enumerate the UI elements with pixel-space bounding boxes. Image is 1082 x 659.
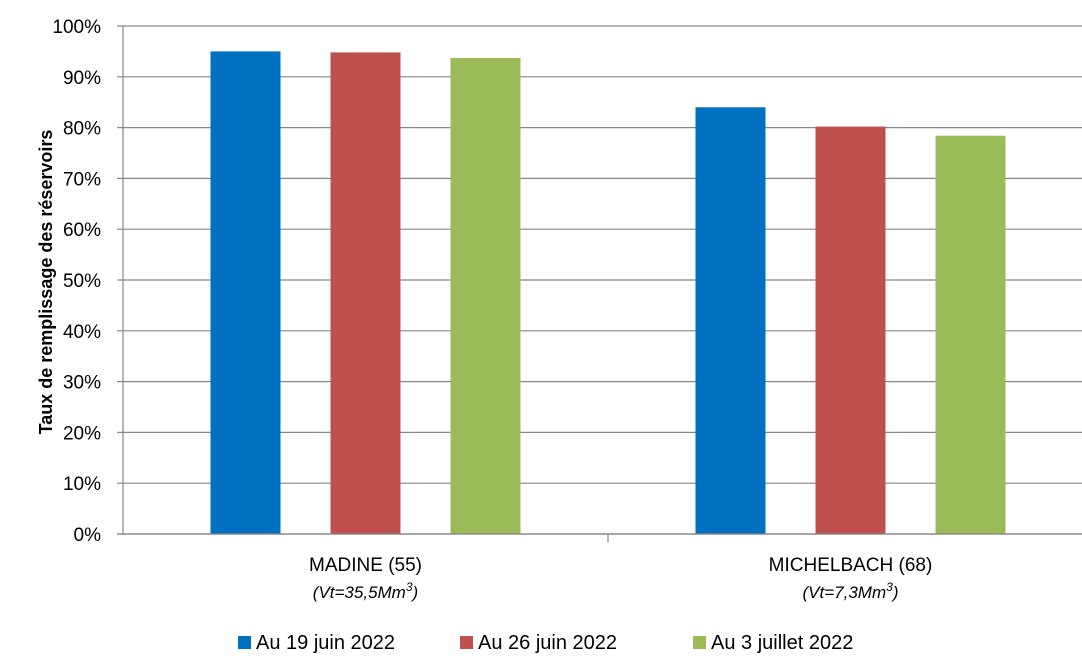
bar (330, 52, 401, 534)
bar (935, 135, 1006, 534)
y-tick-label: 0% (74, 525, 102, 546)
category-label: MICHELBACH (68) (769, 555, 933, 576)
bar (210, 51, 281, 535)
legend: Au 19 juin 2022 Au 26 juin 2022 Au 3 juill… (238, 632, 853, 654)
bar (815, 126, 886, 535)
category-sublabel: (Vt=35,5Mm3) (313, 580, 418, 602)
legend-label: Au 3 juillet 2022 (711, 632, 853, 654)
category-labels: MADINE (55) (Vt=35,5Mm3) MICHELBACH (68) (V… (309, 555, 932, 602)
legend-swatch (460, 636, 473, 649)
y-tick-label: 60% (63, 220, 101, 241)
y-tick-label: 50% (63, 271, 101, 292)
legend-label: Au 19 juin 2022 (256, 632, 395, 654)
x-axis (117, 533, 1082, 542)
y-tick-label: 80% (63, 119, 101, 140)
bars (210, 51, 1006, 535)
y-tick-label: 40% (63, 322, 101, 343)
category-sublabel: (Vt=7,3Mm3) (803, 580, 899, 602)
y-tick-label: 10% (63, 474, 101, 495)
y-tick-label: 70% (63, 169, 101, 190)
y-tick-labels: 0% 10% 20% 30% 40% 50% 60% 70% 80% 90% 100% (52, 17, 101, 546)
y-tick-label: 30% (63, 373, 101, 394)
bar (450, 58, 521, 535)
y-tick-label: 100% (52, 17, 101, 38)
y-tick-label: 20% (63, 423, 101, 444)
legend-swatch (693, 636, 706, 649)
legend-swatch (238, 636, 251, 649)
bar (695, 107, 766, 534)
y-axis-label: Taux de remplissage des réservoirs (36, 130, 56, 435)
category-label: MADINE (55) (309, 555, 422, 576)
legend-label: Au 26 juin 2022 (478, 632, 617, 654)
y-tick-label: 90% (63, 68, 101, 89)
